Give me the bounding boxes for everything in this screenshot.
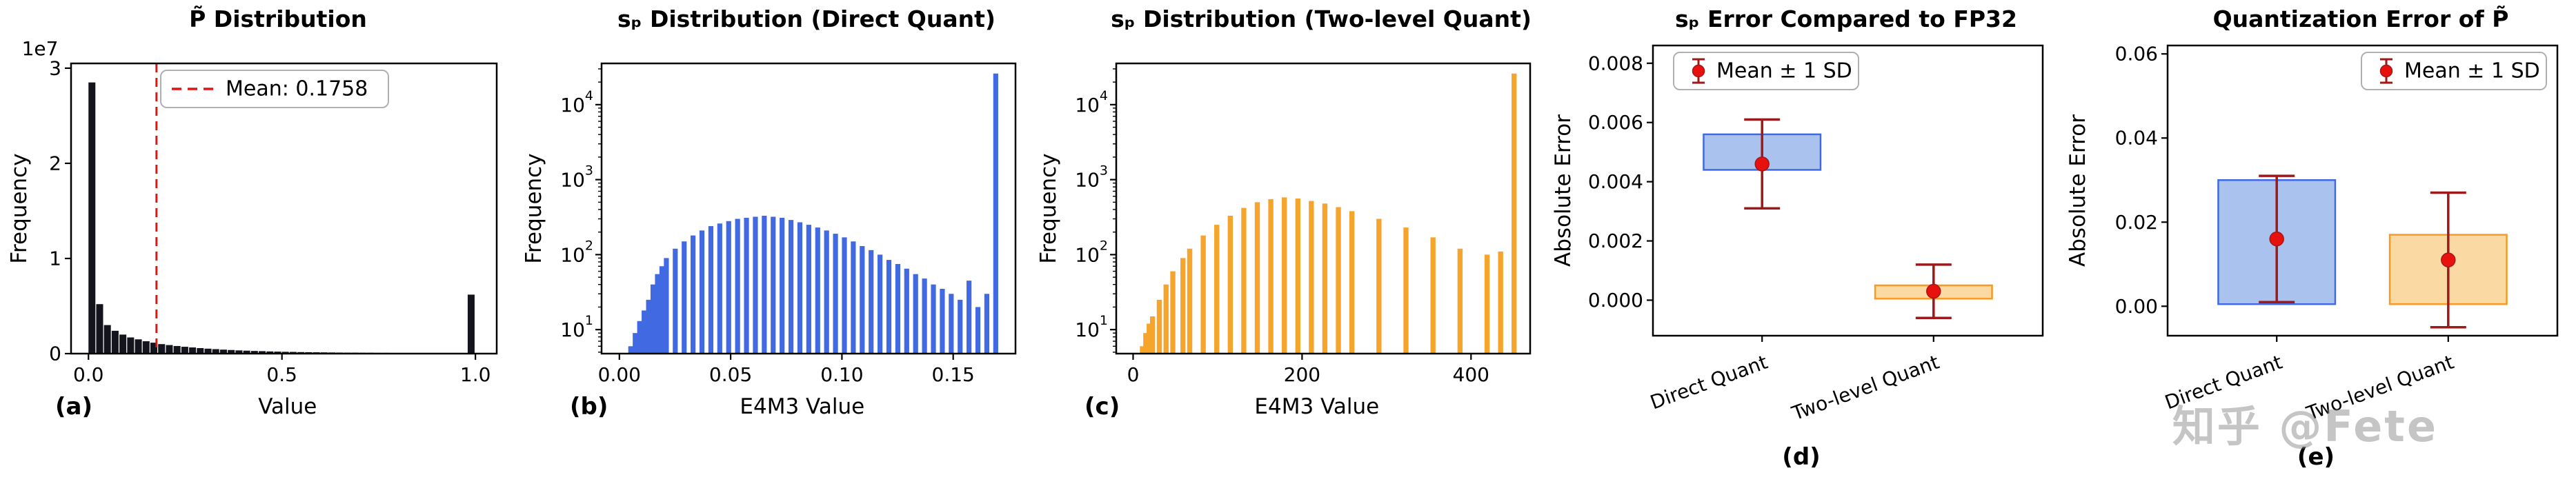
box-series [2217,174,2508,329]
bars [88,82,475,354]
svg-text:0.5: 0.5 [266,363,297,386]
y-axis-label: Frequency [522,153,546,263]
chart-title-e: Quantization Error of P̃ [2212,6,2509,32]
category-label-1: Two-level Quant [2303,351,2457,425]
y-axis-label: Frequency [7,153,32,263]
svg-text:0.10: 0.10 [820,363,863,386]
svg-text:0.06: 0.06 [2115,43,2158,65]
y-axis-label: Absolute Error [2065,114,2090,267]
svg-text:400: 400 [1453,363,1489,386]
svg-text:0.04: 0.04 [2115,127,2158,150]
legend-errorbar-sample [1692,64,1705,78]
axes-frame [1115,62,1532,355]
svg-text:0.006: 0.006 [1588,111,1643,134]
subplot-label-d: (d) [1782,443,1821,471]
subplot-label-c: (c) [1084,393,1120,420]
y-axis-label: Frequency [1036,153,1061,263]
y-axis-label: Absolute Error [1551,114,1576,267]
chart-e-boxplot: Direct Quant Two-level Quant 0.00 0.02 0.04 0… [2065,43,2559,425]
chart-c-log-histogram: 0 200 400 101 102 103 104 Frequency [1036,62,1532,386]
panel-a: P̃ Distribution 0.0 0.5 1.0 0 1 2 3 1e7 Frequenc… [0,0,515,477]
legend-label: Mean: 0.1758 [226,77,368,101]
svg-text:0.00: 0.00 [598,363,641,386]
box-series [1703,118,1993,319]
chart-footer-a: (a) Value [6,393,509,427]
svg-text:0.05: 0.05 [709,363,752,386]
bars [628,73,998,354]
panel-d: sₚ Error Compared to FP32 Direct Quant Tw… [1544,0,2059,477]
svg-text:1: 1 [49,247,61,270]
bars [1140,73,1517,354]
subplot-label-a: (a) [55,393,93,420]
chart-title-a: P̃ Distribution [189,6,367,32]
svg-text:2: 2 [49,152,61,174]
chart-title-c: sₚ Distribution (Two-level Quant) [1111,6,1532,32]
svg-text:200: 200 [1284,363,1320,386]
legend-errorbar-sample [2379,64,2393,78]
chart-title-b: sₚ Distribution (Direct Quant) [617,6,995,32]
x-axis-label-a: Value [258,394,317,419]
svg-text:103: 103 [1075,163,1108,191]
category-label-0: Direct Quant [1647,351,1771,414]
svg-text:103: 103 [560,163,593,191]
legend-label: Mean ± 1 SD [1716,59,1852,83]
svg-text:0.004: 0.004 [1588,170,1643,193]
category-label-0: Direct Quant [2162,351,2286,414]
x-axis-label-b: E4M3 Value [740,394,865,419]
legend-box [1673,52,1859,90]
axes-frame [2166,44,2559,337]
legend-box [160,70,389,108]
svg-text:1.0: 1.0 [460,363,491,386]
category-label-1: Two-level Quant [1788,351,1942,425]
panel-e: Quantization Error of P̃ Direct Quant Two… [2059,0,2573,477]
chart-b-log-histogram: 0.00 0.05 0.10 0.15 101 102 103 104 Frequency [522,62,1017,386]
chart-d-boxplot: Direct Quant Two-level Quant 0.000 0.002 0.0… [1551,44,2044,425]
panel-c: sₚ Distribution (Two-level Quant) 0 200 40… [1029,0,1544,477]
chart-footer-d: (d) [1549,443,2053,477]
chart-footer-e: (e) [2064,443,2568,477]
legend-box [2361,52,2547,90]
svg-text:0.008: 0.008 [1588,52,1643,74]
svg-text:3: 3 [49,57,61,79]
axes-frame [600,62,1017,355]
axis-offset-text: 1e7 [22,37,59,60]
svg-text:0.000: 0.000 [1588,289,1643,312]
chart-footer-c: (c) E4M3 Value [1035,393,1538,427]
chart-title-d: sₚ Error Compared to FP32 [1675,6,2017,32]
svg-text:0: 0 [1127,363,1140,386]
mean-point-1 [1926,283,1941,299]
subplot-label-e: (e) [2297,443,2335,471]
svg-text:102: 102 [1075,238,1108,266]
x-axis-label-c: E4M3 Value [1254,394,1380,419]
svg-text:0.15: 0.15 [932,363,975,386]
chart-footer-b: (b) E4M3 Value [520,393,1024,427]
svg-text:101: 101 [1075,313,1108,341]
svg-text:104: 104 [1075,88,1108,116]
mean-point-1 [2441,252,2456,267]
legend-label: Mean ± 1 SD [2404,59,2540,83]
axes-frame [70,62,498,355]
svg-text:0.02: 0.02 [2115,211,2158,234]
svg-text:102: 102 [560,238,593,266]
svg-text:0: 0 [49,343,61,365]
mean-point-0 [1754,156,1770,172]
svg-text:101: 101 [560,313,593,341]
axes-frame [1652,44,2044,337]
svg-text:0.002: 0.002 [1588,230,1643,252]
panel-b: sₚ Distribution (Direct Quant) 0.00 0.05 0… [515,0,1029,477]
mean-point-0 [2269,231,2284,247]
svg-text:104: 104 [560,88,593,116]
svg-text:0.0: 0.0 [73,363,104,386]
subplot-label-b: (b) [570,393,608,420]
svg-text:0.00: 0.00 [2115,295,2158,318]
